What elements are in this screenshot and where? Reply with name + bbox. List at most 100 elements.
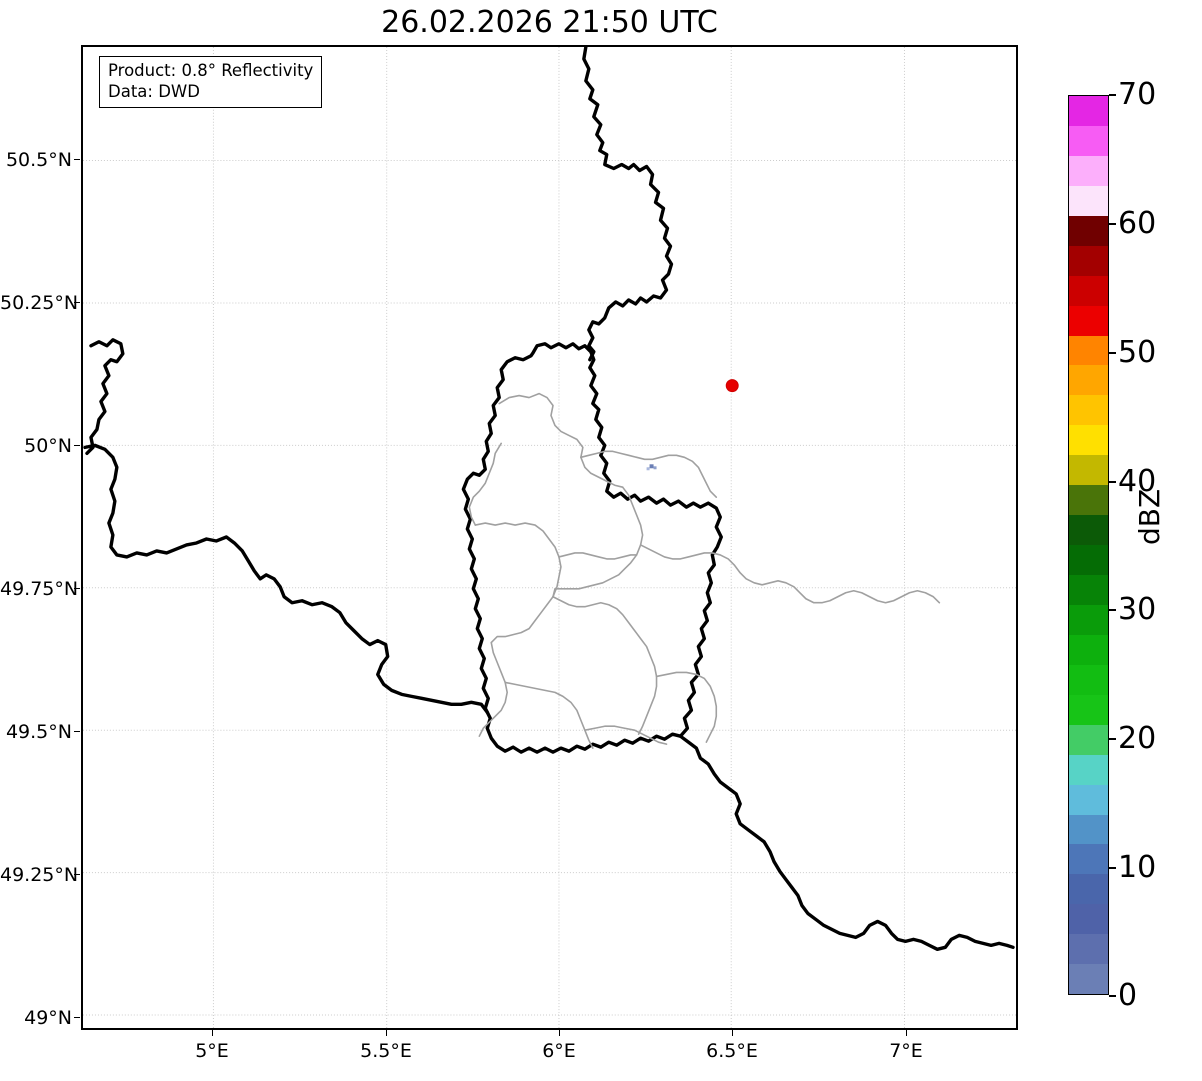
xtick-label-5-5e: 5.5°E <box>360 1040 412 1062</box>
colorbar-band-60.67-63 <box>1069 185 1108 216</box>
colorbar-band-51.33-53.67 <box>1069 305 1108 336</box>
xtick-mark <box>906 1030 907 1036</box>
colorbar-band-18.67-21 <box>1069 724 1108 755</box>
ytick-label-49-75: 49.75°N <box>0 578 79 600</box>
canton-border-6 <box>639 544 941 604</box>
radar-site-marker[interactable] <box>725 379 739 393</box>
echo-cell <box>653 466 657 470</box>
page-title: 26.02.2026 21:50 UTC <box>381 5 718 40</box>
border-be-de-north <box>582 47 674 362</box>
cbtick-label-0: 0 <box>1118 978 1138 1013</box>
cbtick-mark <box>1109 94 1116 96</box>
product-info-box: Product: 0.8° Reflectivity Data: DWD <box>99 56 323 108</box>
colorbar-band-46.67-49 <box>1069 365 1108 396</box>
colorbar-axis-label: dBZ <box>1133 488 1166 545</box>
colorbar-band-14-16.33 <box>1069 784 1108 815</box>
canton-border-9 <box>504 681 594 749</box>
colorbar-band-44.33-46.67 <box>1069 395 1108 426</box>
canton-border-10 <box>584 725 668 745</box>
colorbar[interactable] <box>1068 95 1109 995</box>
colorbar-band-21-23.33 <box>1069 694 1108 725</box>
ytick-mark <box>74 874 80 875</box>
cbtick-mark <box>1109 609 1116 611</box>
colorbar-band-63-65.33 <box>1069 155 1108 186</box>
colorbar-band-0-2.33 <box>1069 964 1108 995</box>
border-fr-be-west <box>85 338 125 456</box>
map-gridlines <box>83 47 1016 1028</box>
colorbar-band-65.33-67.67 <box>1069 125 1108 156</box>
ytick-mark <box>74 159 80 160</box>
xtick-label-5e: 5°E <box>195 1040 229 1062</box>
cbtick-mark <box>1109 223 1116 225</box>
radar-echoes <box>646 464 657 471</box>
colorbar-band-53.67-56 <box>1069 275 1108 306</box>
cbtick-label-10: 10 <box>1118 850 1157 885</box>
map-plot-area[interactable]: Product: 0.8° Reflectivity Data: DWD <box>81 45 1018 1030</box>
canton-border-8 <box>478 641 508 737</box>
colorbar-band-49-51.33 <box>1069 335 1108 366</box>
map-canvas <box>83 47 1016 1028</box>
colorbar-band-2.33-4.67 <box>1069 934 1108 965</box>
xtick-label-6e: 6°E <box>542 1040 576 1062</box>
colorbar-band-9.33-11.67 <box>1069 844 1108 875</box>
canton-border-13 <box>580 450 718 498</box>
xtick-label-6-5e: 6.5°E <box>706 1040 758 1062</box>
colorbar-band-67.67-70 <box>1069 96 1108 126</box>
cbtick-mark <box>1109 352 1116 354</box>
colorbar-band-35-37.33 <box>1069 515 1108 546</box>
colorbar-band-30.33-32.67 <box>1069 575 1108 605</box>
ytick-mark <box>74 588 80 589</box>
canton-border-3 <box>474 522 562 598</box>
ytick-label-50-25: 50.25°N <box>0 292 79 314</box>
cbtick-mark <box>1109 481 1116 483</box>
cbtick-label-30: 30 <box>1118 592 1157 627</box>
annotation-product-line: Product: 0.8° Reflectivity <box>108 61 314 80</box>
cbtick-label-50: 50 <box>1118 335 1157 370</box>
canton-border-4 <box>552 486 644 598</box>
annotation-data-line: Data: DWD <box>108 82 200 101</box>
ytick-label-49: 49°N <box>24 1007 72 1029</box>
canton-border-1 <box>498 392 624 489</box>
colorbar-band-28-30.33 <box>1069 604 1108 635</box>
canton-border-12 <box>558 552 638 560</box>
ytick-mark <box>74 302 80 303</box>
cbtick-label-70: 70 <box>1118 77 1157 112</box>
colorbar-band-7-9.33 <box>1069 874 1108 905</box>
ytick-mark <box>74 1017 80 1018</box>
xtick-mark <box>559 1030 560 1036</box>
colorbar-band-42-44.33 <box>1069 425 1108 456</box>
xtick-label-7e: 7°E <box>889 1040 923 1062</box>
canton-border-2 <box>468 442 503 526</box>
colorbar-band-58.33-60.67 <box>1069 215 1108 246</box>
colorbar-band-37.33-39.67 <box>1069 485 1108 516</box>
xtick-mark <box>212 1030 213 1036</box>
colorbar-band-56-58.33 <box>1069 245 1108 276</box>
border-fr-be-southwest <box>83 443 489 714</box>
national-borders <box>83 47 1015 952</box>
xtick-mark <box>386 1030 387 1036</box>
colorbar-band-39.67-42 <box>1069 455 1108 486</box>
colorbar-band-23.33-25.67 <box>1069 664 1108 695</box>
echo-cell <box>649 464 654 469</box>
ytick-label-49-5: 49.5°N <box>5 721 72 743</box>
colorbar-band-16.33-18.67 <box>1069 754 1108 785</box>
ytick-mark <box>74 445 80 446</box>
cbtick-label-60: 60 <box>1118 206 1157 241</box>
colorbar-band-32.67-35 <box>1069 545 1108 575</box>
cbtick-mark <box>1109 738 1116 740</box>
colorbar-band-11.67-14 <box>1069 814 1108 845</box>
cbtick-mark <box>1109 867 1116 869</box>
colorbar-band-25.67-28 <box>1069 634 1108 665</box>
colorbar-band-4.67-7 <box>1069 904 1108 935</box>
border-luxembourg <box>461 342 723 754</box>
xtick-mark <box>732 1030 733 1036</box>
cbtick-mark <box>1109 995 1116 997</box>
echo-cell <box>646 467 650 471</box>
subregion-borders <box>468 392 941 749</box>
ytick-mark <box>74 731 80 732</box>
canton-border-11 <box>655 671 718 743</box>
border-fr-de-southeast <box>678 734 1015 952</box>
ytick-label-50-5: 50.5°N <box>5 149 72 171</box>
canton-border-7 <box>552 595 658 735</box>
ytick-label-50: 50°N <box>24 435 72 457</box>
